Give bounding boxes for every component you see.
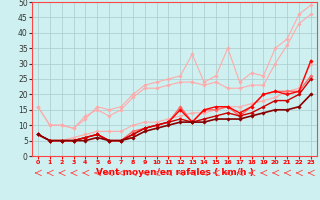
X-axis label: Vent moyen/en rafales ( km/h ): Vent moyen/en rafales ( km/h ) [96, 168, 253, 177]
